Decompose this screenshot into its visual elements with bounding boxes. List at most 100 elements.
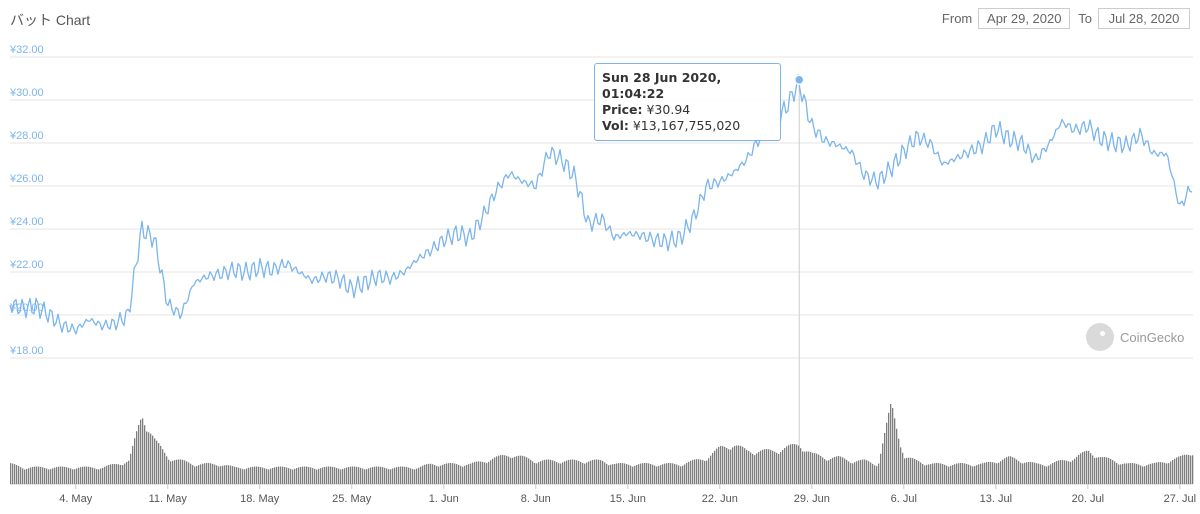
volume-bar [618, 463, 620, 484]
volume-bar [650, 463, 652, 484]
volume-bar [1082, 452, 1084, 484]
volume-bar [210, 463, 212, 484]
volume-bar [84, 466, 86, 484]
volume-bar [324, 466, 326, 484]
volume-bar [1144, 466, 1146, 484]
tooltip-date: Sun 28 Jun 2020, 01:04:22 [602, 70, 722, 101]
volume-bar [986, 462, 988, 484]
volume-bar [504, 455, 506, 484]
volume-bar [556, 462, 558, 484]
volume-bar [974, 466, 976, 484]
volume-bar [62, 466, 64, 484]
volume-bar [184, 460, 186, 484]
volume-bar [192, 465, 194, 484]
volume-bar [150, 433, 152, 484]
volume-bar [1160, 462, 1162, 484]
volume-bar [54, 467, 56, 484]
watermark-text: CoinGecko [1120, 329, 1185, 345]
volume-bar [656, 466, 658, 484]
volume-bar [382, 467, 384, 484]
volume-bar [230, 465, 232, 484]
volume-bar [100, 468, 102, 484]
volume-bar [498, 455, 500, 484]
volume-bar [1056, 461, 1058, 484]
volume-bar [502, 455, 504, 484]
volume-bar [196, 466, 198, 484]
volume-bar [1188, 454, 1190, 484]
volume-bar [554, 461, 556, 484]
volume-bar [78, 467, 80, 484]
hovered-point-marker [793, 74, 805, 86]
volume-bar [1036, 463, 1038, 484]
volume-bar [1136, 463, 1138, 484]
y-axis-tick-label: ¥30.00 [9, 87, 44, 99]
volume-bar [702, 460, 704, 484]
volume-bar [592, 459, 594, 484]
volume-bar [926, 464, 928, 484]
volume-bar [878, 463, 880, 484]
volume-bar [576, 460, 578, 484]
volume-bar [492, 458, 494, 484]
volume-bar [24, 469, 26, 484]
date-range: From Apr 29, 2020 To Jul 28, 2020 [942, 8, 1190, 29]
to-date-input[interactable]: Jul 28, 2020 [1098, 8, 1190, 29]
volume-bar [824, 459, 826, 484]
volume-bar [552, 460, 554, 484]
x-axis-tick-label: 20. Jul [1072, 493, 1104, 505]
volume-bar [1192, 455, 1194, 484]
volume-bar [546, 459, 548, 484]
volume-bar [306, 466, 308, 484]
volume-bar [212, 463, 214, 484]
volume-bar [1018, 461, 1020, 484]
volume-bar [14, 464, 16, 484]
volume-bar [542, 460, 544, 484]
volume-bar [1132, 463, 1134, 484]
volume-bar [584, 463, 586, 484]
volume-bar [598, 459, 600, 484]
volume-bar [320, 468, 322, 484]
volume-bar [960, 463, 962, 484]
volume-bar [416, 468, 418, 484]
volume-bar [898, 438, 900, 484]
volume-bar [272, 467, 274, 484]
volume-bar [1066, 460, 1068, 484]
volume-bar [1180, 455, 1182, 484]
volume-bar [754, 455, 756, 484]
volume-bar [634, 465, 636, 484]
volume-bar [744, 448, 746, 484]
volume-bar [1184, 454, 1186, 484]
volume-bar [768, 449, 770, 484]
volume-bar [860, 459, 862, 484]
volume-bar [736, 445, 738, 484]
volume-bar [168, 459, 170, 484]
volume-bar [522, 455, 524, 484]
volume-bar [814, 453, 816, 484]
from-date-input[interactable]: Apr 29, 2020 [978, 8, 1071, 29]
volume-bar [800, 448, 802, 484]
volume-bar [1092, 455, 1094, 484]
volume-bar [52, 468, 54, 484]
volume-bar [1114, 461, 1116, 484]
volume-bar [640, 463, 642, 484]
volume-bar [864, 459, 866, 484]
volume-bar [716, 448, 718, 484]
volume-bar [244, 469, 246, 484]
volume-bar [524, 456, 526, 484]
volume-bar [790, 444, 792, 484]
volume-bar [166, 456, 168, 484]
volume-bar [908, 457, 910, 484]
volume-bar [164, 452, 166, 484]
volume-bar [882, 443, 884, 484]
volume-bar [624, 463, 626, 484]
volume-bar [706, 460, 708, 484]
volume-bar [668, 463, 670, 484]
volume-bar [418, 467, 420, 484]
volume-bar [540, 461, 542, 484]
volume-bar [988, 461, 990, 484]
volume-bar [848, 461, 850, 484]
volume-bar [250, 467, 252, 484]
volume-bar [1124, 463, 1126, 484]
tooltip-price-value: ¥30.94 [646, 102, 691, 117]
volume-bar [518, 455, 520, 484]
